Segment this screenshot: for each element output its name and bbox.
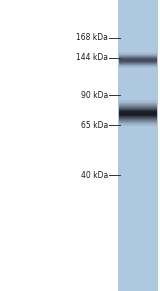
Bar (119, 61, 157, 62)
Bar (119, 124, 157, 125)
Bar (119, 104, 157, 105)
Bar (119, 58, 157, 59)
Bar (119, 119, 157, 120)
Bar (119, 57, 157, 58)
Bar (119, 101, 157, 102)
Bar (119, 106, 157, 107)
Bar (119, 53, 157, 54)
Bar (119, 54, 157, 55)
Bar (119, 115, 157, 116)
Text: 144 kDa: 144 kDa (76, 54, 108, 63)
Bar (119, 56, 157, 57)
Bar (119, 113, 157, 114)
Bar (119, 112, 157, 113)
Bar (119, 66, 157, 67)
Bar (119, 120, 157, 121)
Bar (119, 117, 157, 118)
Bar (119, 121, 157, 122)
Bar (119, 62, 157, 63)
Bar (119, 100, 157, 101)
Bar (119, 102, 157, 103)
Bar (119, 60, 157, 61)
Bar (119, 64, 157, 65)
Bar (119, 108, 157, 109)
Bar (119, 111, 157, 112)
Bar (119, 116, 157, 117)
Bar (119, 63, 157, 64)
Bar (119, 125, 157, 126)
Bar (119, 122, 157, 123)
Bar (119, 107, 157, 108)
Bar (119, 59, 157, 60)
Text: 168 kDa: 168 kDa (76, 33, 108, 42)
Bar (119, 110, 157, 111)
Bar (119, 67, 157, 68)
Text: 40 kDa: 40 kDa (81, 171, 108, 180)
Bar (119, 118, 157, 119)
Bar (118, 0, 158, 291)
Bar (119, 114, 157, 115)
Bar (119, 55, 157, 56)
Text: 90 kDa: 90 kDa (81, 91, 108, 100)
Text: 65 kDa: 65 kDa (81, 120, 108, 129)
Bar (119, 109, 157, 110)
Bar (119, 105, 157, 106)
Bar (119, 52, 157, 53)
Bar (119, 65, 157, 66)
Bar (119, 103, 157, 104)
Bar (119, 123, 157, 124)
